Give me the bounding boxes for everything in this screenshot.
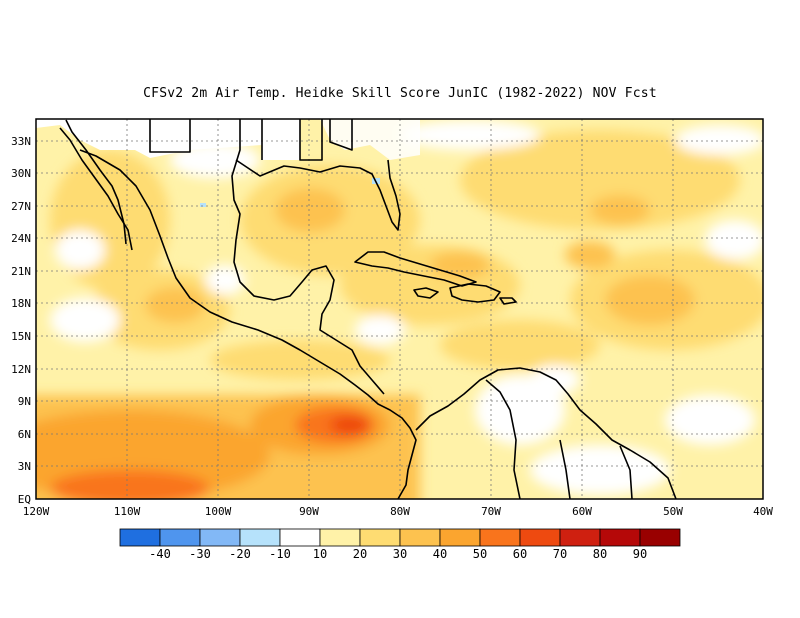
- x-tick-label: 120W: [23, 505, 50, 518]
- x-tick-label: 40W: [753, 505, 773, 518]
- colorbar-label: 40: [433, 547, 447, 561]
- y-tick-label: 27N: [11, 200, 31, 213]
- colorbar-label: 70: [553, 547, 567, 561]
- colorbar-label: 60: [513, 547, 527, 561]
- colorbar-swatch: [639, 528, 681, 547]
- colorbar-label: -10: [269, 547, 291, 561]
- colorbar-label: -20: [229, 547, 251, 561]
- y-tick-label: 21N: [11, 265, 31, 278]
- colorbar-labels: -40 -30 -20 -10 10 20 30 40 50 60 70 80 …: [149, 547, 647, 561]
- plot-frame: [35, 118, 764, 500]
- colorbar-swatch: [399, 528, 441, 547]
- x-tick-label: 50W: [663, 505, 683, 518]
- x-axis-labels: 120W 110W 100W 90W 80W 70W 60W 50W 40W: [23, 505, 774, 518]
- colorbar-label: 50: [473, 547, 487, 561]
- colorbar-swatch: [559, 528, 601, 547]
- colorbar-swatch: [359, 528, 401, 547]
- colorbar-swatch: [319, 528, 361, 547]
- y-axis-labels: EQ 3N 6N 9N 12N 15N 18N 21N 24N 27N 30N …: [11, 135, 31, 506]
- y-tick-label: 3N: [18, 460, 31, 473]
- y-tick-label: 30N: [11, 167, 31, 180]
- x-tick-label: 110W: [114, 505, 141, 518]
- x-tick-label: 100W: [205, 505, 232, 518]
- y-tick-label: 15N: [11, 330, 31, 343]
- shaded-field: [36, 119, 763, 499]
- coastlines: [59, 119, 677, 499]
- colorbar-swatch: [159, 528, 201, 547]
- colorbar-label: -40: [149, 547, 171, 561]
- colorbar-label: 30: [393, 547, 407, 561]
- colorbar-swatch: [599, 528, 641, 547]
- colorbar-swatch: [519, 528, 561, 547]
- y-tick-label: 6N: [18, 428, 31, 441]
- colorbar-label: -30: [189, 547, 211, 561]
- colorbar-label: 20: [353, 547, 367, 561]
- x-tick-label: 90W: [299, 505, 319, 518]
- colorbar-swatch: [279, 528, 321, 547]
- colorbar-swatch: [439, 528, 481, 547]
- colorbar-swatch: [239, 528, 281, 547]
- y-tick-label: 12N: [11, 363, 31, 376]
- x-tick-label: 80W: [390, 505, 410, 518]
- grid-lines: [36, 119, 763, 499]
- colorbar-swatch: [199, 528, 241, 547]
- y-tick-label: 9N: [18, 395, 31, 408]
- y-tick-label: 24N: [11, 232, 31, 245]
- colorbar-label: 90: [633, 547, 647, 561]
- colorbar-label: 80: [593, 547, 607, 561]
- y-tick-label: 33N: [11, 135, 31, 148]
- x-tick-label: 70W: [481, 505, 501, 518]
- colorbar-swatch: [479, 528, 521, 547]
- y-tick-label: EQ: [18, 493, 31, 506]
- colorbar: [119, 528, 681, 547]
- x-tick-label: 60W: [572, 505, 592, 518]
- y-tick-label: 18N: [11, 297, 31, 310]
- chart-title: CFSv2 2m Air Temp. Heidke Skill Score Ju…: [143, 86, 657, 101]
- colorbar-label: 10: [313, 547, 327, 561]
- colorbar-swatch: [119, 528, 161, 547]
